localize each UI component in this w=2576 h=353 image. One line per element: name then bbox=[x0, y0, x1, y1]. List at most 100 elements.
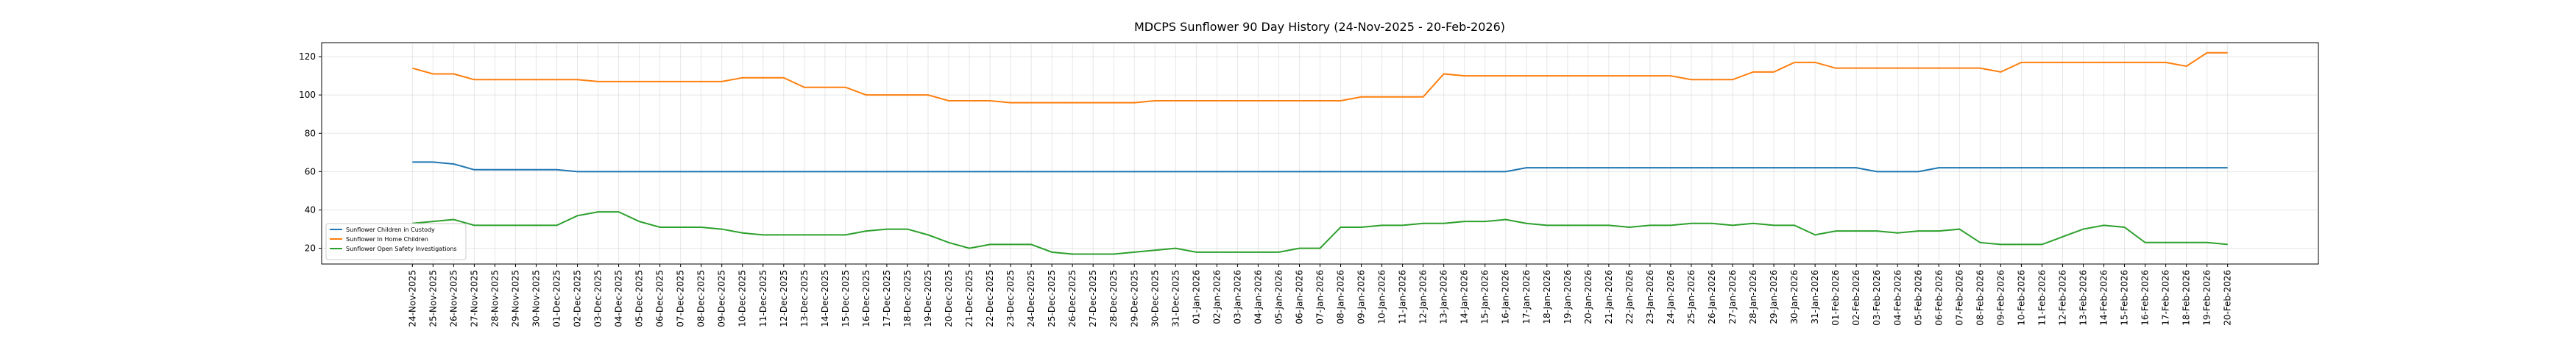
x-tick-label: 25-Dec-2025 bbox=[1047, 270, 1057, 327]
x-tick-label: 31-Dec-2025 bbox=[1170, 270, 1181, 327]
x-tick-label: 27-Jan-2026 bbox=[1727, 270, 1738, 324]
x-tick-label: 12-Dec-2025 bbox=[779, 270, 789, 327]
x-tick-label: 05-Jan-2026 bbox=[1273, 270, 1284, 324]
x-tick-label: 24-Jan-2026 bbox=[1666, 270, 1676, 324]
x-tick-label: 27-Nov-2025 bbox=[469, 270, 479, 327]
y-tick-label: 120 bbox=[299, 51, 316, 62]
x-tick-label: 23-Dec-2025 bbox=[1005, 270, 1016, 327]
x-tick-label: 11-Feb-2026 bbox=[2037, 270, 2047, 326]
x-tick-label: 10-Dec-2025 bbox=[737, 270, 748, 327]
x-tick-label: 20-Jan-2026 bbox=[1583, 270, 1593, 324]
x-tick-label: 03-Feb-2026 bbox=[1872, 270, 1882, 326]
x-tick-label: 29-Jan-2026 bbox=[1769, 270, 1779, 324]
x-tick-label: 19-Jan-2026 bbox=[1563, 270, 1573, 324]
x-tick-label: 28-Nov-2025 bbox=[489, 270, 500, 327]
y-tick-label: 80 bbox=[305, 128, 316, 138]
y-tick-label: 60 bbox=[305, 166, 316, 176]
x-tick-label: 22-Jan-2026 bbox=[1624, 270, 1635, 324]
x-tick-label: 15-Dec-2025 bbox=[841, 270, 851, 327]
x-tick-label: 05-Dec-2025 bbox=[634, 270, 645, 327]
x-tick-label: 05-Feb-2026 bbox=[1913, 270, 1923, 326]
x-tick-label: 04-Feb-2026 bbox=[1892, 270, 1903, 326]
x-tick-label: 02-Feb-2026 bbox=[1851, 270, 1861, 326]
x-tick-label: 09-Feb-2026 bbox=[1995, 270, 2006, 326]
x-tick-label: 03-Jan-2026 bbox=[1232, 270, 1242, 324]
x-tick-label: 02-Dec-2025 bbox=[573, 270, 583, 327]
x-tick-label: 27-Dec-2025 bbox=[1088, 270, 1098, 327]
x-tick-label: 01-Dec-2025 bbox=[552, 270, 562, 327]
y-tick-label: 20 bbox=[305, 243, 316, 254]
x-tick-label: 28-Jan-2026 bbox=[1748, 270, 1758, 324]
x-tick-label: 26-Jan-2026 bbox=[1707, 270, 1717, 324]
x-tick-label: 30-Jan-2026 bbox=[1789, 270, 1800, 324]
x-tick-label: 25-Nov-2025 bbox=[428, 270, 438, 327]
x-tick-label: 09-Dec-2025 bbox=[717, 270, 727, 327]
x-tick-label: 30-Dec-2025 bbox=[1150, 270, 1160, 327]
series-line bbox=[412, 51, 2228, 104]
legend-box bbox=[325, 223, 467, 260]
x-tick-label: 18-Jan-2026 bbox=[1542, 270, 1552, 324]
x-tick-label: 14-Jan-2026 bbox=[1459, 270, 1470, 324]
x-tick-label: 19-Feb-2026 bbox=[2202, 270, 2212, 326]
x-tick-label: 20-Feb-2026 bbox=[2223, 270, 2233, 326]
x-tick-label: 15-Feb-2026 bbox=[2120, 270, 2130, 326]
x-tick-label: 24-Nov-2025 bbox=[407, 270, 417, 327]
x-tick-label: 10-Feb-2026 bbox=[2016, 270, 2026, 326]
x-tick-label: 07-Feb-2026 bbox=[1954, 270, 1964, 326]
x-tick-label: 19-Dec-2025 bbox=[923, 270, 933, 327]
x-tick-label: 09-Jan-2026 bbox=[1356, 270, 1367, 324]
legend: Sunflower Children in Custody Sunflower I… bbox=[325, 223, 467, 260]
x-tick-label: 30-Nov-2025 bbox=[531, 270, 541, 327]
x-tick-label: 14-Dec-2025 bbox=[820, 270, 830, 327]
x-tick-label: 11-Dec-2025 bbox=[758, 270, 768, 327]
x-tick-label: 29-Nov-2025 bbox=[510, 270, 520, 327]
x-tick-label: 26-Nov-2025 bbox=[448, 270, 459, 327]
legend-label: Sunflower Open Safety Investigations bbox=[346, 246, 457, 252]
x-tick-label: 13-Jan-2026 bbox=[1439, 270, 1449, 324]
x-tick-label: 22-Dec-2025 bbox=[985, 270, 995, 327]
x-tick-label: 21-Jan-2026 bbox=[1604, 270, 1614, 324]
x-tick-label: 04-Jan-2026 bbox=[1253, 270, 1263, 324]
x-tick-label: 20-Dec-2025 bbox=[944, 270, 954, 327]
x-tick-label: 01-Jan-2026 bbox=[1191, 270, 1201, 324]
x-tick-label: 15-Jan-2026 bbox=[1480, 270, 1490, 324]
x-tick-label: 23-Jan-2026 bbox=[1645, 270, 1655, 324]
x-tick-label: 11-Jan-2026 bbox=[1398, 270, 1408, 324]
x-tick-label: 03-Dec-2025 bbox=[593, 270, 604, 327]
x-tick-label: 16-Jan-2026 bbox=[1501, 270, 1511, 324]
x-tick-label: 12-Jan-2026 bbox=[1418, 270, 1429, 324]
legend-label: Sunflower Children in Custody bbox=[346, 227, 435, 233]
x-tick-label: 08-Jan-2026 bbox=[1336, 270, 1346, 324]
x-tick-label: 16-Feb-2026 bbox=[2140, 270, 2151, 326]
chart-title: MDCPS Sunflower 90 Day History (24-Nov-2… bbox=[1134, 20, 1505, 34]
x-tick-label: 29-Dec-2025 bbox=[1129, 270, 1139, 327]
x-tick-label: 17-Jan-2026 bbox=[1521, 270, 1532, 324]
x-tick-label: 28-Dec-2025 bbox=[1108, 270, 1119, 327]
x-tick-label: 01-Feb-2026 bbox=[1830, 270, 1841, 326]
x-tick-label: 08-Feb-2026 bbox=[1975, 270, 1985, 326]
x-tick-label: 18-Feb-2026 bbox=[2182, 270, 2192, 326]
x-tick-label: 13-Dec-2025 bbox=[799, 270, 810, 327]
x-tick-label: 26-Dec-2025 bbox=[1067, 270, 1078, 327]
x-tick-label: 18-Dec-2025 bbox=[902, 270, 913, 327]
x-tick-label: 25-Jan-2026 bbox=[1686, 270, 1696, 324]
x-tick-label: 07-Dec-2025 bbox=[676, 270, 686, 327]
x-tick-label: 06-Jan-2026 bbox=[1294, 270, 1304, 324]
x-tick-label: 17-Dec-2025 bbox=[882, 270, 892, 327]
x-tick-label: 08-Dec-2025 bbox=[696, 270, 707, 327]
series-line bbox=[412, 211, 2228, 255]
x-tick-label: 06-Dec-2025 bbox=[655, 270, 665, 327]
x-tick-label: 04-Dec-2025 bbox=[614, 270, 624, 327]
x-tick-label: 02-Jan-2026 bbox=[1211, 270, 1222, 324]
x-tick-label: 12-Feb-2026 bbox=[2057, 270, 2067, 326]
x-tick-label: 31-Jan-2026 bbox=[1810, 270, 1820, 324]
x-tick-label: 06-Feb-2026 bbox=[1933, 270, 1944, 326]
legend-label: Sunflower In Home Children bbox=[346, 236, 428, 243]
series-line bbox=[412, 161, 2228, 173]
x-tick-label: 17-Feb-2026 bbox=[2161, 270, 2171, 326]
x-tick-label: 16-Dec-2025 bbox=[861, 270, 871, 327]
y-tick-label: 100 bbox=[299, 90, 316, 100]
x-tick-label: 24-Dec-2025 bbox=[1026, 270, 1036, 327]
x-tick-label: 10-Jan-2026 bbox=[1377, 270, 1387, 324]
